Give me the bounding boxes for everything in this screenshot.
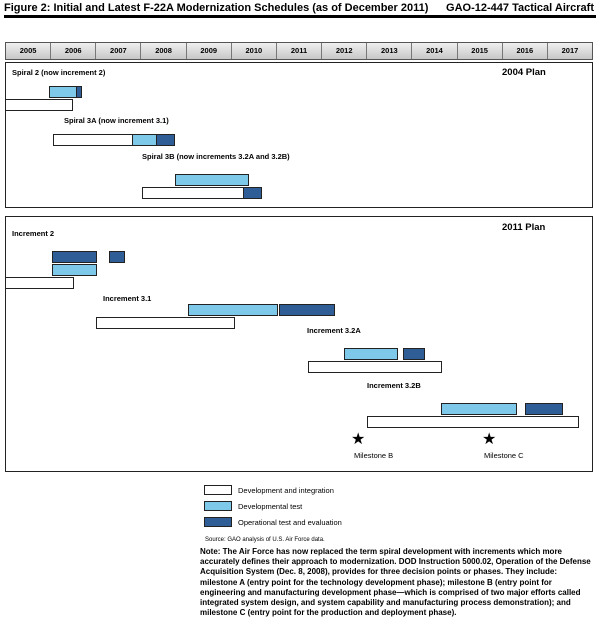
year-cell: 2012 [322, 43, 368, 59]
spiral-3a-label: Spiral 3A (now increment 3.1) [64, 116, 169, 125]
report-label: GAO-12-447 Tactical Aircraft [446, 2, 594, 14]
legend-dev-label: Development and integration [238, 486, 334, 495]
spiral-3b-ote-bar [243, 187, 262, 199]
increment-2-dev-bar [5, 277, 74, 289]
title-rule [4, 15, 596, 18]
legend-ote-swatch [204, 517, 232, 527]
year-cell: 2006 [51, 43, 97, 59]
legend-dev-swatch [204, 485, 232, 495]
figure-note: Note: The Air Force has now replaced the… [200, 547, 591, 618]
increment-3-1-test-bar [188, 304, 278, 316]
increment-2-test-bar [52, 264, 97, 276]
legend-test-swatch [204, 501, 232, 511]
year-cell: 2011 [277, 43, 323, 59]
increment-3-2b-test-bar [441, 403, 517, 415]
increment-3-2a-label: Increment 3.2A [307, 326, 361, 335]
legend-test-label: Developmental test [238, 502, 303, 511]
year-cell: 2008 [141, 43, 187, 59]
legend-ote-label: Operational test and evaluation [238, 518, 342, 527]
increment-3-1-ote-bar [279, 304, 335, 316]
milestone-b-label: Milestone B [354, 451, 394, 460]
spiral-2-dev-bar [5, 99, 73, 111]
increment-2-label: Increment 2 [12, 229, 55, 238]
milestone-c-star-icon: ★ [482, 431, 497, 448]
source-note: Source: GAO analysis of U.S. Air Force d… [205, 537, 325, 543]
year-cell: 2014 [412, 43, 458, 59]
spiral-3a-dev-bar [53, 134, 133, 146]
plan-2004-heading: 2004 Plan [502, 67, 546, 78]
spiral-3b-label: Spiral 3B (now increments 3.2A and 3.2B) [142, 152, 290, 161]
year-cell: 2005 [6, 43, 52, 59]
milestone-b-star-icon: ★ [351, 431, 366, 448]
plan-2004-panel [5, 62, 593, 208]
year-cell: 2009 [187, 43, 232, 59]
spiral-3a-ote-bar [156, 134, 175, 146]
plan-2011-panel [5, 216, 593, 472]
year-cell: 2010 [232, 43, 277, 59]
year-cell: 2016 [503, 43, 548, 59]
plan-2011-heading: 2011 Plan [502, 222, 546, 233]
increment-3-2a-test-bar [344, 348, 398, 360]
increment-2-ote-bar [52, 251, 97, 263]
year-cell: 2017 [561, 46, 579, 55]
increment-3-1-label: Increment 3.1 [103, 294, 152, 303]
spiral-2-ote-bar [76, 86, 82, 98]
figure-title: Figure 2: Initial and Latest F-22A Moder… [4, 2, 429, 14]
increment-3-2b-dev-bar [367, 416, 579, 428]
increment-3-2a-dev-bar [308, 361, 442, 373]
year-cell: 2007 [96, 43, 142, 59]
year-cell: 2015 [458, 43, 503, 59]
year-cell: 2013 [367, 43, 413, 59]
increment-3-2a-ote-bar [403, 348, 425, 360]
spiral-2-test-bar [49, 86, 77, 98]
spiral-3b-test-bar [175, 174, 249, 186]
year-header: 2005 2006 2007 2008 2009 2010 2011 2012 … [5, 42, 593, 60]
spiral-3b-dev-bar [142, 187, 244, 199]
milestone-c-label: Milestone C [484, 451, 524, 460]
spiral-2-label: Spiral 2 (now increment 2) [12, 68, 106, 77]
increment-3-2b-label: Increment 3.2B [367, 381, 421, 390]
increment-3-1-dev-bar [96, 317, 235, 329]
increment-2-ote-bar-2 [109, 251, 125, 263]
increment-3-2b-ote-bar [525, 403, 563, 415]
spiral-3a-test-bar [132, 134, 157, 146]
